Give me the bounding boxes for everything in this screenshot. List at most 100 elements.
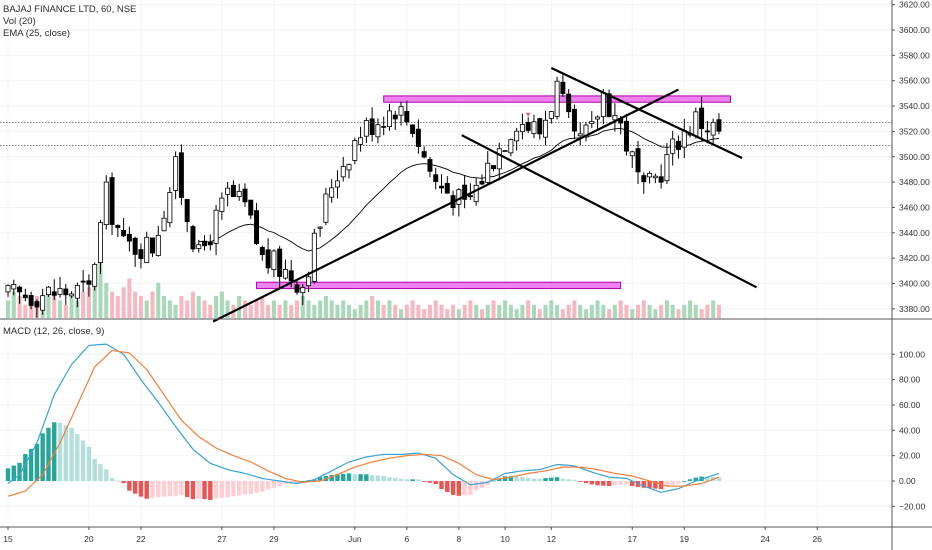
- macd-histogram-bar: [670, 481, 675, 485]
- volume-bar: [254, 300, 259, 318]
- macd-histogram-bar: [508, 476, 514, 481]
- candle-body: [543, 119, 549, 138]
- macd-histogram-bar: [358, 474, 363, 481]
- volume-bar: [399, 309, 404, 318]
- macd-histogram-bar: [208, 481, 213, 501]
- volume-bar: [364, 300, 369, 318]
- candle-body: [213, 209, 219, 244]
- macd-histogram-bar: [537, 478, 542, 481]
- macd-axis-label: 40.00: [899, 425, 921, 435]
- price-axis-label: 3480.00: [899, 177, 930, 187]
- candle-body: [138, 249, 144, 259]
- volume-bar: [526, 300, 531, 318]
- volume-bar: [156, 282, 161, 318]
- macd-histogram-bar: [121, 481, 126, 484]
- macd-histogram-bar: [346, 473, 352, 481]
- candle-body: [317, 226, 323, 229]
- price-axis-label: 3600.00: [899, 25, 930, 35]
- candle-body: [675, 140, 681, 150]
- volume-bar: [237, 296, 242, 318]
- macd-histogram-bar: [676, 481, 681, 484]
- macd-histogram-bar: [554, 477, 560, 481]
- volume-bar: [214, 296, 219, 318]
- volume-bar: [173, 304, 178, 318]
- candle-body: [178, 152, 184, 198]
- volume-bar: [312, 304, 317, 318]
- candle-body: [410, 124, 416, 134]
- candle-body: [17, 286, 23, 293]
- candle-body: [439, 185, 444, 189]
- macd-histogram-bar: [497, 478, 502, 481]
- candle-body: [444, 182, 450, 194]
- macd-axis-label: 100.00: [899, 349, 925, 359]
- candle-body: [51, 291, 57, 296]
- macd-legend-box: MACD (12, 26, close, 9): [3, 326, 104, 338]
- candle-body: [554, 80, 560, 117]
- candle-body: [699, 107, 705, 129]
- candle-body: [381, 125, 387, 128]
- macd-histogram-bar: [630, 481, 635, 487]
- macd-legend: MACD (12, 26, close, 9): [3, 326, 105, 337]
- candle-body: [491, 165, 497, 170]
- volume-bar: [375, 300, 380, 318]
- price-legend: BAJAJ FINANCE LTD, 60, NSE Vol (20) EMA …: [3, 4, 136, 40]
- macd-histogram-bar: [641, 481, 646, 488]
- volume-bar: [416, 304, 421, 318]
- time-axis-label: 15: [3, 534, 13, 544]
- volume-bar: [335, 304, 340, 318]
- candle-body: [22, 294, 28, 299]
- macd-histogram-bar: [184, 481, 190, 498]
- volume-bar: [503, 300, 508, 318]
- horizontal-price-lines: [0, 122, 892, 146]
- time-axis-label: 19: [680, 534, 690, 544]
- ema-line: [198, 127, 719, 252]
- candle-body: [612, 114, 618, 121]
- macd-histogram-bar: [549, 477, 554, 481]
- time-axis-label: Jun: [348, 534, 362, 544]
- volume-bar: [98, 256, 103, 318]
- time-axis-label: 24: [760, 534, 770, 544]
- macd-histogram-bar: [583, 481, 589, 484]
- trendline: [212, 88, 679, 323]
- candle-body: [92, 264, 98, 287]
- volume-bar: [693, 304, 698, 318]
- volume-bar: [86, 287, 91, 318]
- volume-bar: [647, 304, 652, 318]
- volume-bar: [242, 300, 248, 318]
- price-axis-label: 3420.00: [899, 253, 930, 263]
- time-axis-label: 26: [812, 534, 822, 544]
- candle-body: [589, 121, 595, 124]
- macd-histogram-bar: [560, 478, 566, 481]
- volume-bar: [474, 304, 479, 318]
- macd-histogram-bar: [104, 469, 109, 481]
- candle-body: [219, 197, 225, 212]
- macd-histogram-bar: [647, 481, 652, 489]
- volume-bar: [433, 300, 438, 318]
- macd-histogram-bar: [271, 481, 277, 488]
- volume-bar: [462, 304, 467, 318]
- macd-histogram-bar: [375, 475, 381, 481]
- macd-histogram-bar: [485, 481, 490, 486]
- volume-bar: [560, 309, 565, 318]
- macd-histogram-bar: [520, 477, 525, 481]
- candle-body: [467, 195, 473, 198]
- macd-histogram-bar: [369, 475, 375, 481]
- macd-histogram-bar: [404, 479, 410, 481]
- candle-body: [109, 177, 115, 225]
- volume-bar: [468, 300, 473, 318]
- macd-histogram-bar: [202, 481, 207, 500]
- macd-histogram-bar: [115, 480, 121, 482]
- time-axis-label: 12: [547, 534, 557, 544]
- price-axis-label: 3560.00: [899, 76, 930, 86]
- candle-body: [45, 286, 51, 296]
- time-axis-label: 17: [628, 534, 638, 544]
- macd-histogram-bar: [566, 479, 571, 481]
- candle-body: [664, 154, 670, 182]
- volume-bar: [63, 304, 68, 318]
- volume-bar: [57, 300, 63, 318]
- macd-histogram-bar: [612, 481, 618, 486]
- macd-histogram-bar: [127, 481, 132, 491]
- volume-bar: [635, 304, 641, 318]
